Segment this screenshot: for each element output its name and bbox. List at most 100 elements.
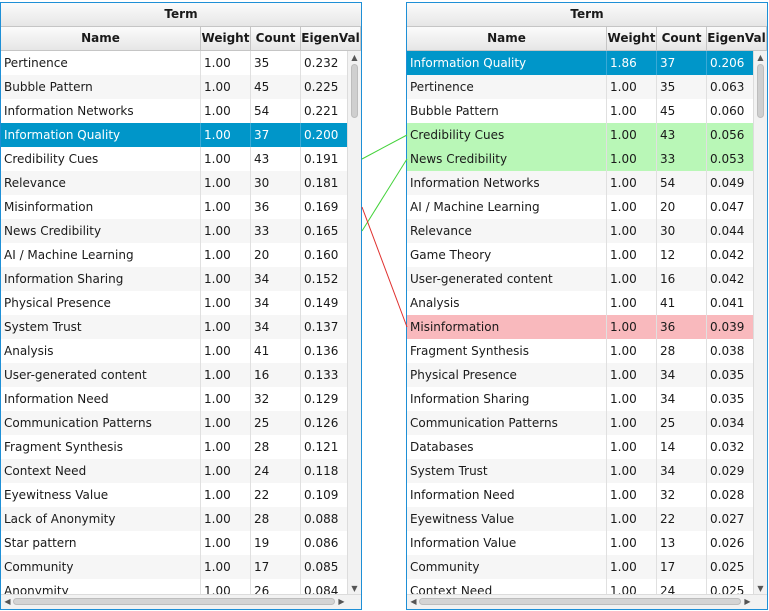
table-row[interactable]: User-generated content 1.00 16 0.042 (407, 267, 755, 291)
horizontal-scrollbar[interactable]: ◀ ▶ (1, 594, 361, 609)
table-row[interactable]: Context Need 1.00 24 0.118 (1, 459, 349, 483)
table-row[interactable]: Relevance 1.00 30 0.044 (407, 219, 755, 243)
scroll-right-icon[interactable]: ▶ (338, 597, 345, 606)
table-row[interactable]: Star pattern 1.00 19 0.086 (1, 531, 349, 555)
cell-name: Pertinence (407, 75, 607, 99)
table-row[interactable]: Lack of Anonymity 1.00 28 0.088 (1, 507, 349, 531)
horizontal-scroll-thumb[interactable] (13, 598, 335, 605)
table-row[interactable]: Bubble Pattern 1.00 45 0.060 (407, 99, 755, 123)
cell-name: Information Value (407, 531, 607, 555)
column-header-weight[interactable]: Weight (201, 27, 251, 51)
table-row[interactable]: AI / Machine Learning 1.00 20 0.160 (1, 243, 349, 267)
table-row[interactable]: News Credibility 1.00 33 0.053 (407, 147, 755, 171)
cell-eigenval: 0.035 (710, 368, 745, 382)
cell-name: Anonymity (1, 579, 201, 595)
table-row[interactable]: Information Networks 1.00 54 0.221 (1, 99, 349, 123)
table-row[interactable]: Game Theory 1.00 12 0.042 (407, 243, 755, 267)
cell-eigenval: 0.169 (304, 200, 339, 214)
left-term-table[interactable]: Term Name Weight Count EigenVal Pertinen… (0, 2, 362, 610)
table-row[interactable]: Information Quality 1.86 37 0.206 (407, 51, 755, 75)
column-header-weight[interactable]: Weight (607, 27, 657, 51)
vertical-scrollbar[interactable]: ▲ ▼ (347, 51, 361, 595)
table-row[interactable]: Relevance 1.00 30 0.181 (1, 171, 349, 195)
cell-count: 34 (657, 459, 707, 483)
table-row[interactable]: Analysis 1.00 41 0.041 (407, 291, 755, 315)
table-row[interactable]: Eyewitness Value 1.00 22 0.109 (1, 483, 349, 507)
cell-count: 54 (251, 99, 301, 123)
link-line (361, 134, 408, 160)
table-row[interactable]: System Trust 1.00 34 0.029 (407, 459, 755, 483)
table-row[interactable]: Fragment Synthesis 1.00 28 0.121 (1, 435, 349, 459)
table-row[interactable]: Bubble Pattern 1.00 45 0.225 (1, 75, 349, 99)
cell-weight: 1.00 (201, 531, 251, 555)
table-row[interactable]: Information Sharing 1.00 34 0.152 (1, 267, 349, 291)
cell-weight: 1.00 (201, 75, 251, 99)
vertical-scrollbar[interactable]: ▲ ▼ (753, 51, 767, 595)
cell-name: Eyewitness Value (1, 483, 201, 507)
table-row[interactable]: Eyewitness Value 1.00 22 0.027 (407, 507, 755, 531)
scroll-down-icon[interactable]: ▼ (757, 584, 764, 593)
table-row[interactable]: Communication Patterns 1.00 25 0.034 (407, 411, 755, 435)
table-row[interactable]: Information Quality 1.00 37 0.200 (1, 123, 349, 147)
cell-name: Relevance (1, 171, 201, 195)
horizontal-scrollbar[interactable]: ◀ ▶ (407, 594, 767, 609)
table-row[interactable]: Credibility Cues 1.00 43 0.191 (1, 147, 349, 171)
table-row[interactable]: Analysis 1.00 41 0.136 (1, 339, 349, 363)
table-row[interactable]: User-generated content 1.00 16 0.133 (1, 363, 349, 387)
cell-weight: 1.00 (201, 315, 251, 339)
scroll-left-icon[interactable]: ◀ (410, 597, 417, 606)
table-row[interactable]: Pertinence 1.00 35 0.063 (407, 75, 755, 99)
table-row[interactable]: News Credibility 1.00 33 0.165 (1, 219, 349, 243)
column-header-count[interactable]: Count (657, 27, 707, 51)
cell-eigenval: 0.042 (710, 248, 745, 262)
scroll-left-icon[interactable]: ◀ (4, 597, 11, 606)
table-row[interactable]: Pertinence 1.00 35 0.232 (1, 51, 349, 75)
column-header-count[interactable]: Count (251, 27, 301, 51)
table-row[interactable]: Misinformation 1.00 36 0.169 (1, 195, 349, 219)
table-row[interactable]: Information Need 1.00 32 0.028 (407, 483, 755, 507)
table-row[interactable]: Communication Patterns 1.00 25 0.126 (1, 411, 349, 435)
table-row[interactable]: Information Value 1.00 13 0.026 (407, 531, 755, 555)
cell-eigenval: 0.121 (304, 440, 339, 454)
cell-name: Information Need (407, 483, 607, 507)
horizontal-scroll-thumb[interactable] (419, 598, 741, 605)
group-header-term: Term (1, 3, 361, 27)
table-row[interactable]: Context Need 1.00 24 0.025 (407, 579, 755, 595)
table-row[interactable]: Misinformation 1.00 36 0.039 (407, 315, 755, 339)
table-row[interactable]: AI / Machine Learning 1.00 20 0.047 (407, 195, 755, 219)
link-line (361, 206, 408, 328)
cell-eigenval: 0.041 (710, 296, 745, 310)
cell-name: User-generated content (1, 363, 201, 387)
table-row[interactable]: Community 1.00 17 0.085 (1, 555, 349, 579)
scroll-down-icon[interactable]: ▼ (351, 584, 358, 593)
table-row[interactable]: Databases 1.00 14 0.032 (407, 435, 755, 459)
cell-weight: 1.00 (607, 387, 657, 411)
cell-weight: 1.00 (607, 195, 657, 219)
table-row[interactable]: Physical Presence 1.00 34 0.035 (407, 363, 755, 387)
column-header-name[interactable]: Name (407, 27, 607, 51)
cell-weight: 1.00 (201, 339, 251, 363)
table-row[interactable]: Information Need 1.00 32 0.129 (1, 387, 349, 411)
right-term-table[interactable]: Term Name Weight Count EigenVal Informat… (406, 2, 768, 610)
table-row[interactable]: Information Sharing 1.00 34 0.035 (407, 387, 755, 411)
table-row[interactable]: Information Networks 1.00 54 0.049 (407, 171, 755, 195)
table-row[interactable]: Anonymity 1.00 26 0.084 (1, 579, 349, 595)
cell-count: 24 (657, 579, 707, 595)
vertical-scroll-thumb[interactable] (351, 64, 358, 118)
column-header-name[interactable]: Name (1, 27, 201, 51)
table-row[interactable]: System Trust 1.00 34 0.137 (1, 315, 349, 339)
scroll-up-icon[interactable]: ▲ (757, 53, 764, 62)
cell-eigenval: 0.035 (710, 392, 745, 406)
cell-weight: 1.00 (607, 171, 657, 195)
table-row[interactable]: Fragment Synthesis 1.00 28 0.038 (407, 339, 755, 363)
vertical-scroll-thumb[interactable] (757, 64, 764, 118)
scroll-right-icon[interactable]: ▶ (744, 597, 751, 606)
table-row[interactable]: Credibility Cues 1.00 43 0.056 (407, 123, 755, 147)
cell-count: 25 (251, 411, 301, 435)
column-header-eigenval[interactable]: EigenVal (301, 27, 361, 51)
table-row[interactable]: Physical Presence 1.00 34 0.149 (1, 291, 349, 315)
table-row[interactable]: Community 1.00 17 0.025 (407, 555, 755, 579)
column-header-eigenval[interactable]: EigenVal (707, 27, 767, 51)
scroll-up-icon[interactable]: ▲ (351, 53, 358, 62)
cell-weight: 1.00 (201, 267, 251, 291)
